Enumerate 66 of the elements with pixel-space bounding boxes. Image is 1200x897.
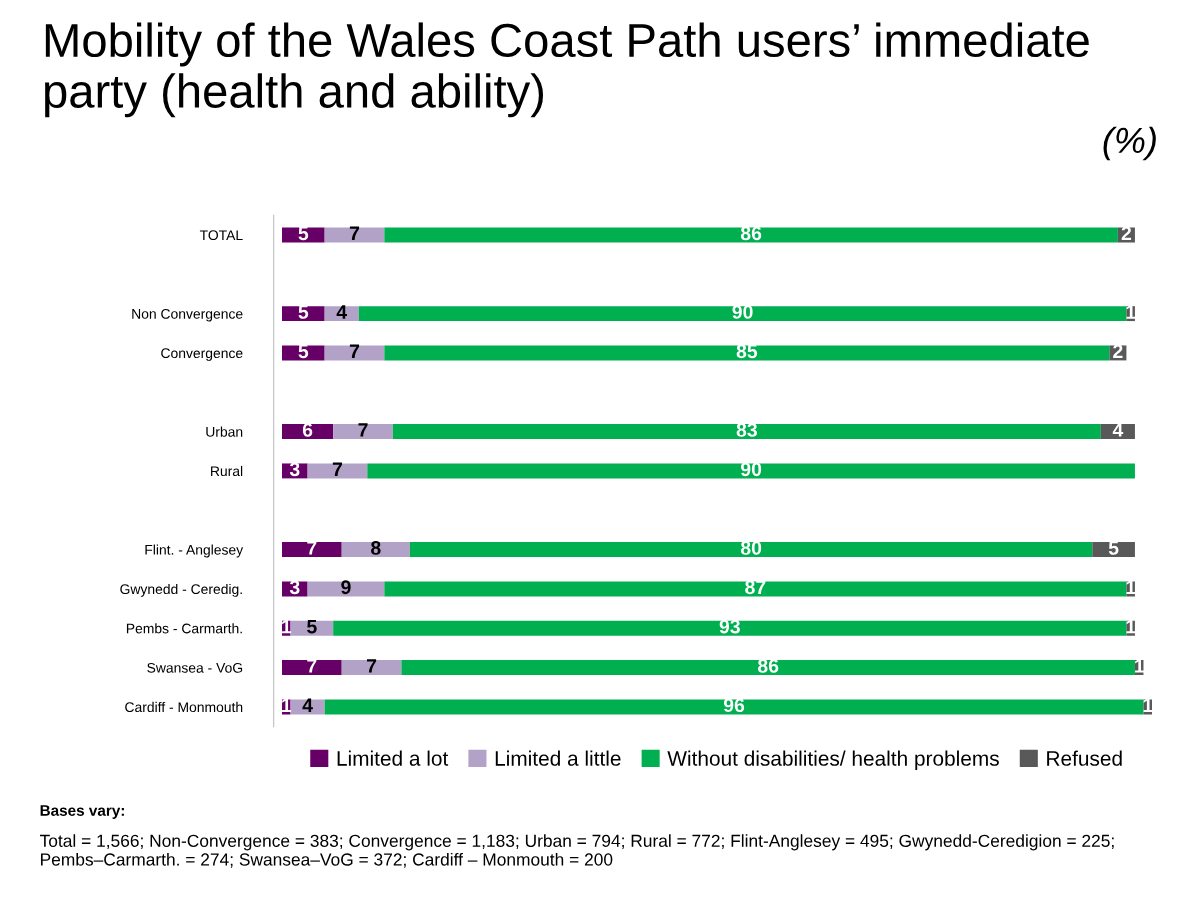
- y-tick-label: Convergence: [161, 348, 243, 361]
- data-label: 2: [1121, 226, 1132, 240]
- data-label: 3: [289, 462, 300, 477]
- bar: [401, 660, 1135, 676]
- bar: [282, 660, 342, 676]
- bar: [333, 620, 1127, 636]
- data-label: 2: [1113, 344, 1123, 358]
- bar: [341, 542, 410, 558]
- bar: [282, 306, 325, 322]
- bar: [384, 227, 1118, 243]
- data-label: 4: [336, 305, 348, 319]
- legend-label: Limited a lot: [337, 750, 449, 766]
- bar: [307, 463, 368, 479]
- data-label: 8: [371, 541, 381, 555]
- data-label: 7: [366, 659, 377, 673]
- data-label: 90: [740, 462, 762, 477]
- bar: [282, 424, 334, 440]
- data-label: 3: [289, 580, 300, 595]
- text: Total = 1,566; Non-Convergence = 383; Convergence = 1,183; Urban = 794; Rural = 772; Flint-Anglesey = 495; Gwynedd-Ceredigion = 225; Pembs–Carmarth. = 274; Swansea–VoG = 372; Cardiff – Monmouth = 200: [39, 834, 1114, 868]
- y-tick-label: Rural: [211, 465, 243, 477]
- data-label: 7: [332, 462, 342, 476]
- chart-title: Mobility of the Wales Coast Path users’ immediate party (health and ability): [45, 22, 1089, 118]
- data-label: 93: [719, 619, 740, 634]
- data-label: 7: [358, 423, 368, 437]
- bar: [392, 424, 1101, 440]
- data-label: 85: [736, 344, 758, 359]
- y-tick-label: Non Convergence: [132, 308, 243, 322]
- bar: [307, 581, 385, 597]
- bar: [282, 227, 325, 243]
- bar: [324, 345, 385, 361]
- data-label: 9: [341, 580, 351, 595]
- y-tick-label: Cardiff - Monmouth: [125, 701, 243, 713]
- bar: [333, 424, 393, 440]
- bar: [341, 660, 402, 676]
- data-label: 1: [1126, 619, 1136, 634]
- data-label: 86: [740, 226, 762, 241]
- bar: [324, 699, 1144, 715]
- y-tick-label: Urban: [206, 426, 243, 437]
- bar: [384, 345, 1110, 361]
- data-label: 4: [1112, 423, 1124, 437]
- data-label: 7: [349, 226, 360, 240]
- text: Bases vary:: [40, 805, 124, 819]
- legend-label: Without disabilities/ health problems: [667, 750, 999, 770]
- bar: [367, 463, 1135, 479]
- bar: [358, 306, 1127, 322]
- data-label: 5: [307, 619, 317, 634]
- bar: [384, 581, 1127, 597]
- bar: [409, 542, 1093, 558]
- bar: [1092, 542, 1135, 558]
- data-label: 4: [302, 698, 313, 712]
- data-label: 1: [1135, 659, 1145, 673]
- bar: [282, 345, 325, 361]
- bar: [282, 542, 342, 558]
- y-tick-label: Gwynedd - Ceredig.: [120, 583, 242, 597]
- y-tick-label: Pembs - Carmarth.: [126, 623, 242, 634]
- legend-label: Refused: [1047, 750, 1122, 766]
- data-label: 1: [282, 619, 292, 634]
- data-label: 1: [282, 698, 292, 712]
- data-label: 7: [349, 344, 360, 358]
- y-tick-label: Flint. - Anglesey: [145, 544, 244, 558]
- data-label: 96: [723, 698, 745, 713]
- y-tick-label: Swansea - VoG: [147, 662, 243, 673]
- bar: [324, 227, 385, 243]
- chart-subtitle: (%): [1103, 126, 1156, 161]
- y-tick-label: TOTAL: [199, 230, 243, 241]
- legend-label: Limited a little: [495, 750, 621, 766]
